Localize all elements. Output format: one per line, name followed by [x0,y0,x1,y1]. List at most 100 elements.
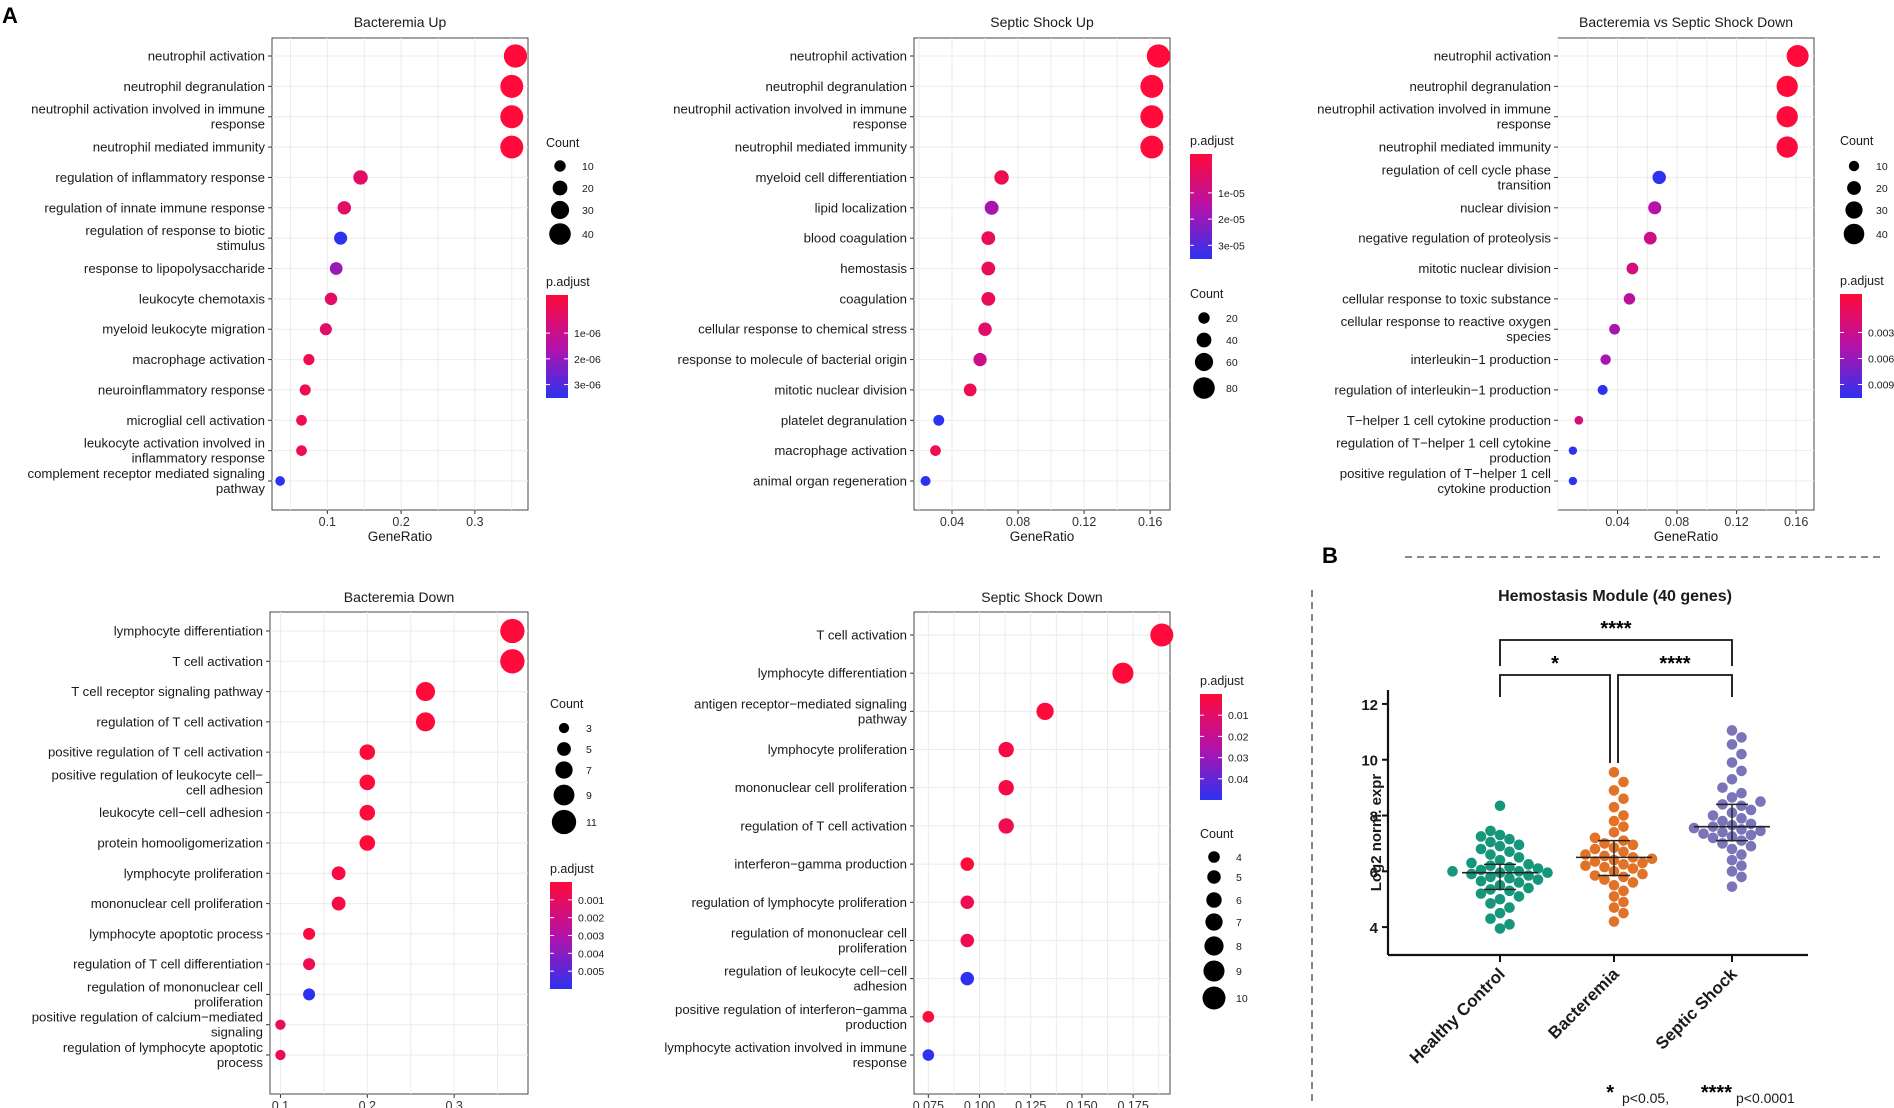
sample-point [1726,854,1738,866]
term-label: cellular response to reactive oxygen [1341,314,1551,329]
term-dot [1146,44,1171,68]
sample-point [1618,810,1629,821]
sample-point [1523,882,1534,894]
term-label: regulation of interleukin−1 production [1334,382,1551,397]
count-legend-label: 20 [1226,313,1238,325]
term-label: T cell receptor signaling pathway [71,684,263,699]
term-dot [922,1049,935,1061]
sample-point [1513,891,1525,902]
term-label: lipid localization [815,200,907,215]
sample-point [1618,846,1629,858]
hemostasis-module-plot: Hemostasis Module (40 genes) 4 6 8 10 12 Log2 … [1361,588,1808,1106]
sample-point [1608,801,1620,813]
sample-point [1707,832,1719,844]
sample-point [1580,860,1591,872]
sample-point [1637,857,1648,869]
y-tick-label: 8 [1370,809,1378,826]
term-label: positive regulation of calcium−mediated [32,1010,263,1025]
term-label: coagulation [840,291,907,306]
term-label: animal organ regeneration [753,474,907,489]
sample-point [1726,725,1738,736]
plot-title: Bacteremia Up [354,14,447,30]
term-label: regulation of lymphocyte apoptotic [63,1040,264,1055]
term-label: interleukin−1 production [1411,352,1551,367]
x-tick-label: 0.150 [1066,1099,1097,1108]
term-label: platelet degranulation [781,413,907,428]
y-tick-label: 12 [1361,697,1378,714]
term-dot [998,818,1014,834]
sample-point [1485,871,1496,883]
count-legend-dot [1198,312,1210,324]
term-label: hemostasis [840,261,907,276]
count-legend-label: 20 [582,183,594,195]
term-label: cytokine production [1437,481,1551,496]
sample-point [1580,849,1591,860]
count-legend-dot [557,742,571,756]
term-dot [1600,354,1611,365]
term-label: cellular response to toxic substance [1342,291,1551,306]
term-label: regulation of T cell activation [740,818,907,833]
term-dot [1652,170,1666,185]
term-label: regulation of innate immune response [44,200,265,215]
count-legend-title: Count [550,697,584,711]
count-legend-label: 10 [1876,161,1888,173]
term-label: positive regulation of T−helper 1 cell [1340,466,1551,481]
term-dot [998,741,1014,758]
term-dot [337,201,352,215]
count-legend-dot [1202,986,1226,1010]
padj-colorbar [1200,694,1222,800]
x-tick-label: 0.04 [940,515,964,529]
footnote-star: * [1606,1082,1614,1104]
count-legend-dot [552,180,568,196]
sample-point [1736,748,1747,760]
sample-point [1627,863,1639,874]
padj-legend-label: 0.02 [1228,731,1249,743]
dotplot-bacteremia-vs-septic-shock-down: Bacteremia vs Septic Shock Down GeneRatio… [1317,14,1894,544]
term-dot [981,261,996,276]
term-label: interferon−gamma production [734,857,907,872]
sample-point [1726,757,1738,768]
count-legend-dot [1194,352,1214,372]
sample-point [1485,836,1496,848]
term-dot [329,262,343,275]
sample-point [1618,885,1629,897]
count-legend-dot [554,160,566,172]
count-legend-dot [1205,913,1223,931]
footnote-text: p<0.0001 [1736,1090,1795,1106]
sample-point [1736,732,1747,743]
sample-point [1542,867,1553,879]
term-label: protein homooligomerization [97,836,263,851]
sample-point [1504,919,1515,930]
term-label: neutrophil activation involved in immune [1317,102,1551,117]
term-label: T−helper 1 cell cytokine production [1347,413,1551,428]
sample-point [1504,902,1515,913]
count-legend-dot [1206,892,1222,908]
count-legend-label: 40 [1876,229,1888,241]
x-axis-label: GeneRatio [368,529,433,544]
sample-point [1736,765,1747,777]
term-dot [960,971,974,986]
significance-bracket [1499,674,1611,763]
count-legend-label: 5 [1236,872,1242,884]
term-label: macrophage activation [132,352,265,367]
count-legend-dot [1207,870,1221,884]
sample-point [1726,866,1738,877]
term-label: mononuclear cell proliferation [735,780,907,795]
term-dot [973,352,987,367]
count-legend-label: 10 [1236,993,1248,1005]
term-dot [359,835,376,851]
term-label: neutrophil mediated immunity [93,140,266,155]
term-dot [933,414,945,426]
padj-legend-label: 0.01 [1228,710,1249,722]
term-label: leukocyte cell−cell adhesion [99,805,263,820]
padj-legend-label: 2e-05 [1218,214,1245,226]
term-label: pathway [858,711,908,726]
term-dot [275,1019,286,1030]
sample-point [1466,868,1477,880]
sample-point [1608,826,1620,838]
term-label: T cell activation [816,628,907,643]
count-legend-label: 7 [586,765,592,777]
sample-point [1608,815,1620,827]
term-dot [299,384,311,396]
term-dot [503,44,528,68]
